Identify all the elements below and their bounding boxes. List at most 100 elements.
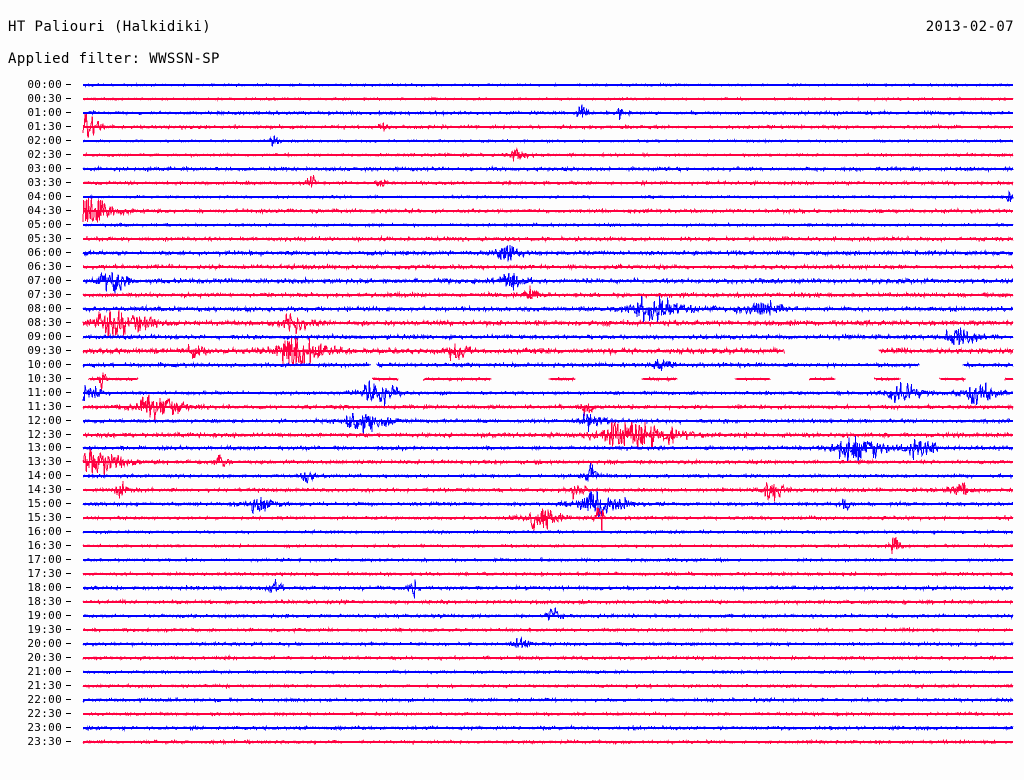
waveform-trace [82,169,1014,197]
time-axis-label: 03:30 [27,175,62,189]
time-axis-tick [66,531,71,533]
trace-row: 18:00 [0,579,1024,599]
time-axis-tick [66,685,71,687]
waveform-trace [82,574,1014,602]
waveform-trace [82,602,1014,630]
time-axis-tick [66,475,71,477]
time-axis-tick [66,629,71,631]
waveform-trace [82,588,1014,616]
time-axis-tick [66,84,71,85]
time-axis-label: 03:00 [27,161,62,175]
waveform-trace [82,239,1014,267]
trace-row: 23:00 [0,721,1024,735]
applied-filter-label: Applied filter: WWSSN-SP [8,51,220,67]
time-axis-tick [66,713,71,715]
trace-row: 21:00 [0,665,1024,679]
trace-row: 21:30 [0,679,1024,693]
time-axis-tick [66,545,71,547]
trace-row: 22:00 [0,693,1024,707]
trace-row: 01:00 [0,104,1024,120]
trace-row: 10:30 [0,372,1024,391]
trace-row: 08:30 [0,309,1024,336]
time-axis-tick [66,727,71,729]
time-axis-tick [66,559,71,561]
trace-row: 19:30 [0,623,1024,637]
time-axis-label: 20:30 [27,651,62,665]
waveform-trace [82,714,1014,742]
time-axis-label: 22:00 [27,693,62,707]
time-axis-label: 07:00 [27,273,62,287]
waveform-trace [82,546,1014,574]
waveform-trace [82,490,1014,518]
trace-row: 08:00 [0,295,1024,322]
time-axis-label: 02:00 [27,133,62,147]
time-axis-label: 14:00 [27,469,62,483]
waveform-trace [82,421,1013,449]
time-axis-label: 23:00 [27,721,62,735]
time-axis-label: 13:00 [27,441,62,455]
time-axis-tick [66,307,71,309]
waveform-trace [82,85,1014,113]
waveform-trace [82,71,1014,99]
waveform-trace [82,672,1014,700]
time-axis-tick [66,111,71,113]
trace-row: 11:00 [0,380,1024,406]
time-axis-label: 13:30 [27,455,62,469]
time-axis-tick [66,615,71,617]
trace-row: 11:30 [0,394,1024,420]
trace-row: 18:30 [0,595,1024,609]
time-axis-tick [66,377,71,379]
trace-row: 02:30 [0,147,1024,162]
time-axis-label: 18:30 [27,595,62,609]
time-axis-tick [66,363,71,365]
time-axis-label: 01:30 [27,119,62,133]
time-axis-tick [66,223,71,225]
waveform-trace [83,183,1014,211]
time-axis-tick [66,699,71,701]
trace-row: 20:30 [0,651,1024,665]
time-axis-tick [66,433,71,435]
time-axis-tick [66,447,71,449]
waveform-trace [82,295,1014,323]
trace-row: 22:30 [0,707,1024,721]
waveform-trace [82,337,1014,366]
time-axis-label: 16:00 [27,525,62,539]
time-axis-tick [66,671,71,673]
time-axis-label: 08:00 [27,301,62,315]
time-axis-label: 16:30 [27,539,62,553]
waveform-trace [83,225,1014,253]
waveform-trace [82,155,1014,183]
trace-row: 13:30 [0,449,1024,476]
waveform-trace [82,197,1014,225]
waveform-trace [83,365,1014,393]
time-axis-tick [66,601,71,603]
time-axis-tick [66,153,71,155]
time-axis-tick [66,265,71,267]
trace-row: 23:30 [0,735,1024,749]
station-title: HT Paliouri (Halkidiki) [8,19,212,35]
trace-row: 07:30 [0,285,1024,302]
time-axis-tick [66,573,71,575]
time-axis-tick [66,419,71,421]
time-axis-label: 15:00 [27,497,62,511]
trace-row: 02:00 [0,134,1024,148]
time-axis-label: 11:30 [27,399,62,413]
time-axis-tick [66,517,71,519]
waveform-trace [82,532,1014,560]
waveform-trace [82,141,1014,169]
time-axis-tick [66,349,71,351]
waveform-trace [82,630,1014,658]
time-axis-label: 17:00 [27,553,62,567]
trace-row: 13:00 [0,436,1024,462]
time-axis-label: 00:00 [27,78,62,91]
waveform-trace [82,379,1014,407]
waveform-trace [82,323,1014,351]
time-axis-tick [66,251,71,253]
time-axis-label: 15:30 [27,511,62,525]
waveform-trace [82,127,1014,155]
waveform-trace [82,434,1013,462]
time-axis-tick [66,741,71,743]
time-axis-tick [66,503,71,505]
waveform-trace [82,309,1014,337]
